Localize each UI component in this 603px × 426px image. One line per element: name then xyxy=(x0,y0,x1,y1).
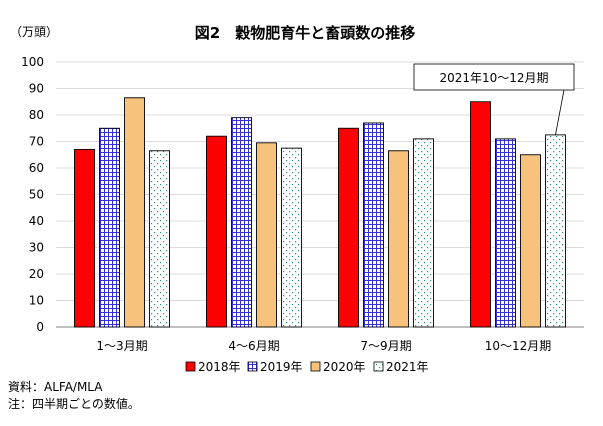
y-tick-label: 10 xyxy=(29,294,44,308)
annotation-leader-line xyxy=(555,89,565,135)
x-axis-ticks: 1～3月期 4～6月期 7～9月期 10～12月期 xyxy=(96,339,551,353)
annotation: 2021年10～12月期 xyxy=(413,63,575,135)
chart-title: 図2 穀物肥育牛と畜頭数の推移 xyxy=(195,24,415,42)
bar xyxy=(495,138,516,328)
legend-swatch xyxy=(373,361,384,372)
y-tick-label: 90 xyxy=(29,82,44,96)
bar xyxy=(388,150,409,328)
bar xyxy=(470,101,491,328)
x-tick-label: 10～12月期 xyxy=(485,339,552,353)
y-tick-label: 40 xyxy=(29,214,44,228)
footnote: 注：四半期ごとの数値。 xyxy=(8,397,140,411)
unit-label: （万頭） xyxy=(10,25,58,39)
bar xyxy=(281,147,302,328)
bar xyxy=(363,122,384,328)
legend: 2018年 2019年 2020年 2021年 xyxy=(185,360,429,374)
bar xyxy=(338,127,359,328)
legend-swatch xyxy=(310,361,321,372)
y-tick-label: 20 xyxy=(29,267,44,281)
legend-swatch xyxy=(185,361,196,372)
legend-label: 2020年 xyxy=(323,360,366,374)
legend-label: 2019年 xyxy=(260,360,303,374)
bar xyxy=(206,135,227,328)
annotation-label: 2021年10～12月期 xyxy=(439,71,548,85)
annotation-box xyxy=(413,63,575,91)
y-tick-label: 30 xyxy=(29,241,44,255)
bar xyxy=(256,142,277,328)
bar xyxy=(545,134,566,328)
y-tick-label: 80 xyxy=(29,108,44,122)
y-tick-label: 0 xyxy=(36,320,44,334)
y-tick-label: 50 xyxy=(29,188,44,202)
legend-label: 2021年 xyxy=(386,360,429,374)
legend-swatch xyxy=(247,361,258,372)
bar xyxy=(520,154,541,328)
source-note: 資料：ALFA/MLA xyxy=(8,380,103,394)
x-tick-label: 1～3月期 xyxy=(96,339,147,353)
bar xyxy=(99,127,120,328)
bar xyxy=(124,97,145,328)
bar xyxy=(231,117,252,328)
x-tick-label: 7～9月期 xyxy=(360,339,411,353)
y-tick-label: 70 xyxy=(29,135,44,149)
y-tick-label: 60 xyxy=(29,161,44,175)
footnotes: 資料：ALFA/MLA 注：四半期ごとの数値。 xyxy=(8,379,140,413)
legend-label: 2018年 xyxy=(198,360,241,374)
x-tick-label: 4～6月期 xyxy=(228,339,279,353)
bar xyxy=(413,138,434,328)
bars xyxy=(74,97,566,328)
y-tick-label: 100 xyxy=(21,55,44,69)
bar xyxy=(74,148,95,328)
y-axis-ticks: 0 10 20 30 40 50 60 70 80 90 100 xyxy=(21,55,44,334)
bar xyxy=(149,150,170,328)
